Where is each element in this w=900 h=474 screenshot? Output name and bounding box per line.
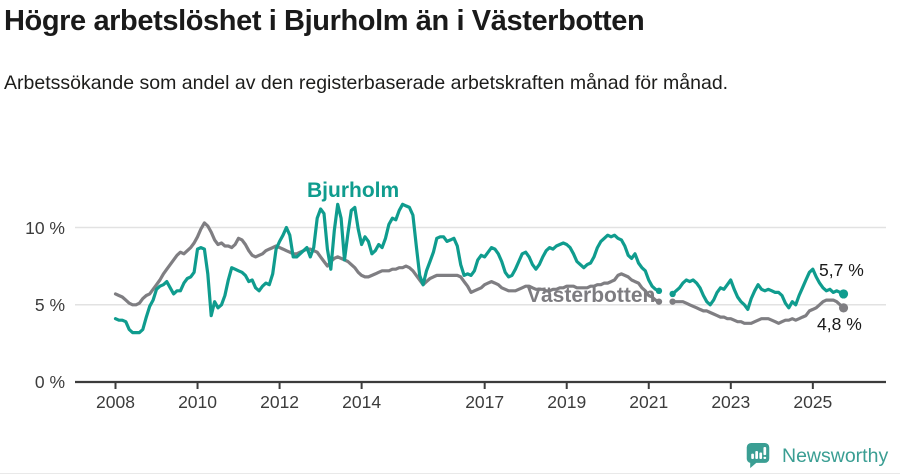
x-tick-label-2025: 2025 bbox=[793, 392, 833, 412]
x-tick-label-2023: 2023 bbox=[711, 392, 751, 412]
y-tick-label-0: 0 % bbox=[34, 372, 65, 392]
newsworthy-wordmark: Newsworthy bbox=[782, 445, 889, 467]
segment-start-dot-bjurholm bbox=[669, 290, 676, 298]
series-label-vasterbotten: Västerbotten bbox=[527, 284, 656, 307]
x-tick-label-2008: 2008 bbox=[96, 392, 135, 412]
x-tick-label-2012: 2012 bbox=[260, 392, 300, 412]
newsworthy-bubble-barchart-icon bbox=[746, 443, 770, 469]
page-title: Högre arbetslöshet i Bjurholm än i Väste… bbox=[4, 5, 645, 37]
x-tick-label-2010: 2010 bbox=[178, 392, 217, 412]
y-tick-label-5: 5 % bbox=[34, 294, 65, 315]
y-tick-label-10: 10 % bbox=[25, 217, 65, 238]
series-line-bjurholm-seg0 bbox=[113, 202, 661, 335]
segment-end-dot-bjurholm bbox=[655, 287, 663, 295]
series-line-västerbotten-seg1 bbox=[671, 298, 846, 325]
x-tick-label-2014: 2014 bbox=[342, 392, 382, 412]
end-value-label-bjurholm: 5,7 % bbox=[819, 260, 864, 280]
series-label-bjurholm: Bjurholm bbox=[307, 179, 400, 202]
latest-value-dot-västerbotten bbox=[838, 303, 849, 313]
end-value-label-vasterbotten: 4,8 % bbox=[817, 314, 862, 334]
segment-start-dot-västerbotten bbox=[669, 298, 676, 305]
series-line-västerbotten-seg0 bbox=[113, 221, 661, 307]
chart-subtitle: Arbetssökande som andel av den registerb… bbox=[4, 72, 729, 94]
series-line-bjurholm-seg1 bbox=[671, 267, 846, 311]
x-tick-label-2017: 2017 bbox=[465, 392, 505, 412]
segment-end-dot-västerbotten bbox=[655, 298, 663, 305]
x-tick-label-2019: 2019 bbox=[547, 392, 587, 412]
newsworthy-logo[interactable]: Newsworthy bbox=[745, 441, 895, 471]
x-tick-label-2021: 2021 bbox=[629, 392, 669, 412]
latest-value-dot-bjurholm bbox=[838, 289, 849, 299]
